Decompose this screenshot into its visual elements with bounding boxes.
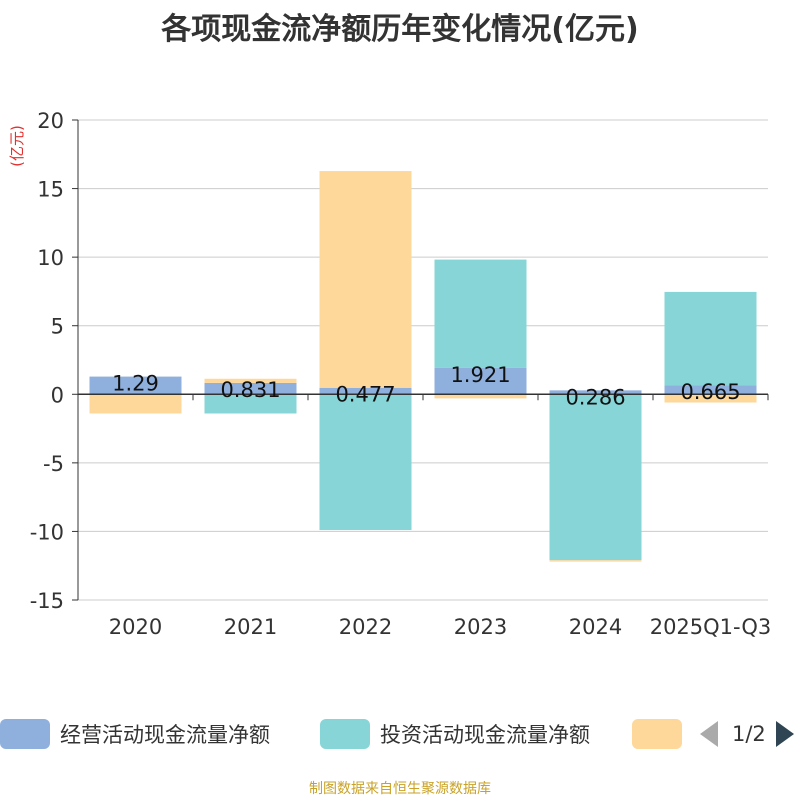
y-tick-label: 10 <box>37 246 64 270</box>
legend-label-investing: 投资活动现金流量净额 <box>380 723 590 747</box>
bar-operating-2023 <box>434 367 527 395</box>
bar-financing-2022 <box>319 171 412 388</box>
axis-layer: 20 15 10 5 0 -5 -10 -15 <box>30 109 769 613</box>
bar-operating-2024 <box>549 390 642 395</box>
bar-operating-2021 <box>204 382 297 395</box>
bar-investing-2024 <box>549 394 642 561</box>
x-tick-label-2023: 2023 <box>454 615 507 639</box>
y-tick-label: -15 <box>30 589 64 613</box>
legend: 经营活动现金流量净额 投资活动现金流量净额 1/2 <box>0 714 800 758</box>
x-tick-label-2022: 2022 <box>339 615 392 639</box>
bar-investing-2025q1-q3 <box>664 291 757 386</box>
bar-financing-2025q1-q3 <box>664 394 757 403</box>
labels-layer: 2020 1.29 2021 0.831 2022 0.477 2023 1.921 2024 0… <box>109 363 772 639</box>
legend-swatch-investing <box>320 719 370 749</box>
data-label-2020: 1.29 <box>112 372 159 396</box>
bars-layer <box>89 171 757 562</box>
bar-investing-2022 <box>319 394 412 531</box>
chart-title: 各项现金流净额历年变化情况(亿元) <box>161 12 639 47</box>
y-tick-label: 20 <box>37 109 64 133</box>
legend-swatch-financing <box>632 719 682 749</box>
legend-swatch-operating <box>0 719 50 749</box>
source-note: 制图数据来自恒生聚源数据库 <box>309 781 491 797</box>
legend-item-investing[interactable]: 投资活动现金流量净额 <box>320 714 590 754</box>
legend-item-financing[interactable] <box>632 714 682 754</box>
legend-item-operating[interactable]: 经营活动现金流量净额 <box>0 714 270 754</box>
bar-operating-2022 <box>319 387 412 395</box>
bar-financing-2021 <box>204 378 297 383</box>
bar-investing-2023 <box>434 259 527 368</box>
bar-operating-2020 <box>89 376 182 395</box>
x-tick-label-2020: 2020 <box>109 615 162 639</box>
y-tick-label: 0 <box>51 383 64 407</box>
bar-financing-2024 <box>549 560 642 562</box>
data-label-2023: 1.921 <box>450 363 510 387</box>
x-tick-label-2021: 2021 <box>224 615 277 639</box>
y-axis-unit-label: (亿元) <box>8 125 26 167</box>
chart-svg: 20 15 10 5 0 -5 -10 -15 2020 1.29 2021 0.831 2022 0.… <box>8 109 772 639</box>
x-tick-label-2025q1-q3: 2025Q1-Q3 <box>650 615 772 639</box>
bar-financing-2023 <box>434 394 527 399</box>
grid-layer <box>78 119 768 601</box>
x-tick-label-2024: 2024 <box>569 615 622 639</box>
y-tick-label: -5 <box>43 452 64 476</box>
bar-operating-2025q1-q3 <box>664 385 757 395</box>
y-tick-label: -10 <box>30 520 64 544</box>
data-label-2021: 0.831 <box>220 378 280 402</box>
legend-next-page-icon[interactable] <box>775 721 794 747</box>
bar-financing-2020 <box>89 394 182 414</box>
legend-page-indicator: 1/2 <box>732 722 766 746</box>
y-tick-label: 5 <box>51 315 64 339</box>
data-label-2022: 0.477 <box>335 383 395 407</box>
data-label-2025q1-q3: 0.665 <box>680 380 740 404</box>
legend-label-operating: 经营活动现金流量净额 <box>60 723 270 747</box>
legend-pager: 1/2 <box>700 714 794 754</box>
y-tick-label: 15 <box>37 178 64 202</box>
bar-investing-2021 <box>204 394 297 414</box>
data-label-2024: 0.286 <box>565 385 625 409</box>
legend-prev-page-icon[interactable] <box>700 721 718 747</box>
